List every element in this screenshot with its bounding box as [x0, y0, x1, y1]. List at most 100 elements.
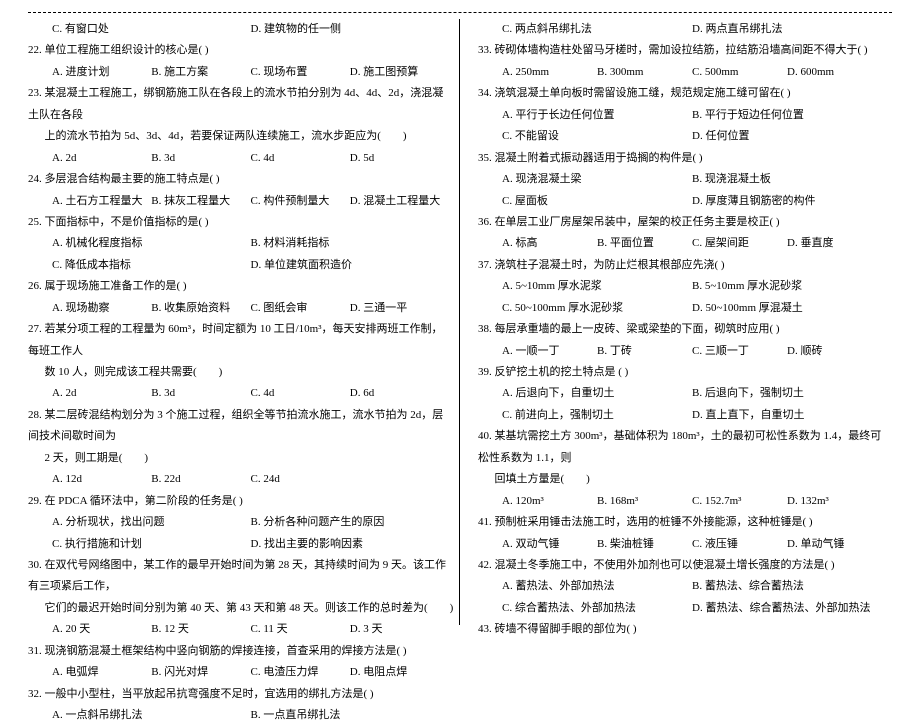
opt: D. 132m³ [787, 491, 882, 512]
opt: B. 材料消耗指标 [251, 233, 450, 254]
q34-opts1: A. 平行于长边任何位置 B. 平行于短边任何位置 [478, 105, 882, 126]
q31: 31. 现浇钢筋混凝土框架结构中竖向钢筋的焊接连接，首查采用的焊接方法是( ) [28, 641, 449, 662]
opt: D. 两点直吊绑扎法 [692, 19, 882, 40]
opt: C. 降低成本指标 [52, 255, 251, 276]
q35: 35. 混凝土附着式振动器适用于捣搁的构件是( ) [478, 148, 882, 169]
q35-opts2: C. 屋面板 D. 厚度薄且钢筋密的构件 [478, 191, 882, 212]
opt: A. 12d [52, 469, 151, 490]
opt: D. 垂直度 [787, 233, 882, 254]
q25: 25. 下面指标中，不是价值指标的是( ) [28, 212, 449, 233]
opt: D. 蓄热法、综合蓄热法、外部加热法 [692, 598, 882, 619]
q28: 28. 某二层砖混结构划分为 3 个施工过程，组织全等节拍流水施工，流水节拍为 … [28, 405, 449, 448]
q40-opts: A. 120m³ B. 168m³ C. 152.7m³ D. 132m³ [478, 491, 882, 512]
opt: D. 施工图预算 [350, 62, 449, 83]
q43: 43. 砖墙不得留脚手眼的部位为( ) [478, 619, 882, 640]
q22: 22. 单位工程施工组织设计的核心是( ) [28, 40, 449, 61]
opt: A. 机械化程度指标 [52, 233, 251, 254]
opt: C. 两点斜吊绑扎法 [502, 19, 692, 40]
opt: B. 现浇混凝土板 [692, 169, 882, 190]
q37-opts2: C. 50~100mm 厚水泥砂浆 D. 50~100mm 厚混凝土 [478, 298, 882, 319]
opt: B. 300mm [597, 62, 692, 83]
opt: C. 构件预制量大 [251, 191, 350, 212]
opt [350, 469, 449, 490]
opt: D. 建筑物的任一侧 [251, 19, 450, 40]
q23: 23. 某混凝土工程施工，绑钢筋施工队在各段上的流水节拍分别为 4d、4d、2d… [28, 83, 449, 126]
opt: B. 平面位置 [597, 233, 692, 254]
opt: B. 分析各种问题产生的原因 [251, 512, 450, 533]
opt: B. 闪光对焊 [151, 662, 250, 683]
opt: D. 电阻点焊 [350, 662, 449, 683]
opt: C. 执行措施和计划 [52, 534, 251, 555]
q22-opts: A. 进度计划 B. 施工方案 C. 现场布置 D. 施工图预算 [28, 62, 449, 83]
q30-opts: A. 20 天 B. 12 天 C. 11 天 D. 3 天 [28, 619, 449, 640]
q42-opts1: A. 蓄热法、外部加热法 B. 蓄热法、综合蓄热法 [478, 576, 882, 597]
opt: D. 顺砖 [787, 341, 882, 362]
left-column: C. 有窗口处 D. 建筑物的任一侧 22. 单位工程施工组织设计的核心是( )… [28, 19, 460, 625]
opt: C. 综合蓄热法、外部加热法 [502, 598, 692, 619]
q23-cont: 上的流水节拍为 5d、3d、4d，若要保证两队连续施工，流水步距应为( ) [28, 126, 449, 147]
q30-cont: 它们的最迟开始时间分别为第 40 天、第 43 天和第 48 天。则该工作的总时… [28, 598, 449, 619]
q31-opts: A. 电弧焊 B. 闪光对焊 C. 电渣压力焊 D. 电阻点焊 [28, 662, 449, 683]
opt: B. 施工方案 [151, 62, 250, 83]
opt: D. 混凝土工程量大 [350, 191, 449, 212]
opt: C. 50~100mm 厚水泥砂浆 [502, 298, 692, 319]
opt: D. 任何位置 [692, 126, 882, 147]
q42: 42. 混凝土冬季施工中，不使用外加剂也可以使混凝土增长强度的方法是( ) [478, 555, 882, 576]
right-column: C. 两点斜吊绑扎法 D. 两点直吊绑扎法 33. 砖砌体墙构造柱处留马牙槎时，… [460, 19, 892, 625]
opt: A. 分析现状，找出问题 [52, 512, 251, 533]
opt: B. 丁砖 [597, 341, 692, 362]
q38: 38. 每层承重墙的最上一皮砖、梁或梁垫的下面，砌筑时应用( ) [478, 319, 882, 340]
q26: 26. 属于现场施工准备工作的是( ) [28, 276, 449, 297]
q32: 32. 一般中小型柱，当平放起吊抗弯强度不足时，宜选用的绑扎方法是( ) [28, 684, 449, 705]
q25-opts2: C. 降低成本指标 D. 单位建筑面积造价 [28, 255, 449, 276]
q41-opts: A. 双动气锤 B. 柴油桩锤 C. 液压锤 D. 单动气锤 [478, 534, 882, 555]
opt: A. 20 天 [52, 619, 151, 640]
opt: B. 12 天 [151, 619, 250, 640]
opt: C. 11 天 [251, 619, 350, 640]
q25-opts1: A. 机械化程度指标 B. 材料消耗指标 [28, 233, 449, 254]
opt: B. 柴油桩锤 [597, 534, 692, 555]
q32-opts2: C. 两点斜吊绑扎法 D. 两点直吊绑扎法 [478, 19, 882, 40]
q34-opts2: C. 不能留设 D. 任何位置 [478, 126, 882, 147]
opt: D. 600mm [787, 62, 882, 83]
q37-opts1: A. 5~10mm 厚水泥浆 B. 5~10mm 厚水泥砂浆 [478, 276, 882, 297]
opt: D. 找出主要的影响因素 [251, 534, 450, 555]
opt: C. 液压锤 [692, 534, 787, 555]
opt: A. 后退向下，自重切土 [502, 383, 692, 404]
opt: A. 现场勘察 [52, 298, 151, 319]
opt: D. 单动气锤 [787, 534, 882, 555]
opt: D. 6d [350, 383, 449, 404]
q42-opts2: C. 综合蓄热法、外部加热法 D. 蓄热法、综合蓄热法、外部加热法 [478, 598, 882, 619]
q39-opts1: A. 后退向下，自重切土 B. 后退向下，强制切土 [478, 383, 882, 404]
q33: 33. 砖砌体墙构造柱处留马牙槎时，需加设拉结筋，拉结筋沿墙高间距不得大于( ) [478, 40, 882, 61]
q40-cont: 回填土方量是( ) [478, 469, 882, 490]
opt: C. 4d [251, 148, 350, 169]
opt: B. 蓄热法、综合蓄热法 [692, 576, 882, 597]
opt: C. 前进向上，强制切土 [502, 405, 692, 426]
opt: A. 2d [52, 148, 151, 169]
opt: B. 抹灰工程量大 [151, 191, 250, 212]
q33-opts: A. 250mm B. 300mm C. 500mm D. 600mm [478, 62, 882, 83]
q28-cont: 2 天，则工期是( ) [28, 448, 449, 469]
opt: D. 厚度薄且钢筋密的构件 [692, 191, 882, 212]
q24: 24. 多层混合结构最主要的施工特点是( ) [28, 169, 449, 190]
q35-opts1: A. 现浇混凝土梁 B. 现浇混凝土板 [478, 169, 882, 190]
opt: A. 现浇混凝土梁 [502, 169, 692, 190]
opt: D. 3 天 [350, 619, 449, 640]
opt: B. 22d [151, 469, 250, 490]
opt: A. 双动气锤 [502, 534, 597, 555]
opt: C. 不能留设 [502, 126, 692, 147]
opt: A. 2d [52, 383, 151, 404]
q27: 27. 若某分项工程的工程量为 60m³，时间定额为 10 工日/10m³，每天… [28, 319, 449, 362]
q39-opts2: C. 前进向上，强制切土 D. 直上直下，自重切土 [478, 405, 882, 426]
opt: A. 250mm [502, 62, 597, 83]
opt: B. 后退向下，强制切土 [692, 383, 882, 404]
q27-cont: 数 10 人，则完成该工程共需要( ) [28, 362, 449, 383]
q21-opts-cd: C. 有窗口处 D. 建筑物的任一侧 [28, 19, 449, 40]
opt: C. 500mm [692, 62, 787, 83]
opt: A. 一点斜吊绑扎法 [52, 705, 251, 726]
opt: A. 土石方工程量大 [52, 191, 151, 212]
q39: 39. 反铲挖土机的挖土特点是 ( ) [478, 362, 882, 383]
opt: A. 蓄热法、外部加热法 [502, 576, 692, 597]
opt: B. 收集原始资料 [151, 298, 250, 319]
